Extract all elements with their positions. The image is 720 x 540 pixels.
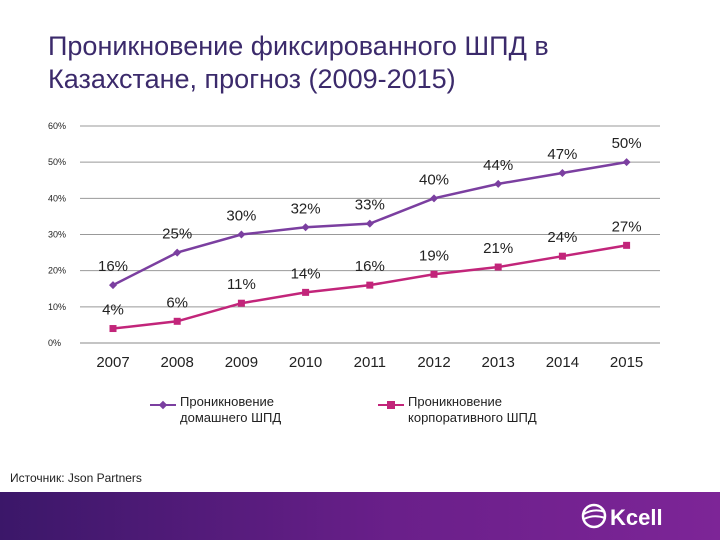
x-axis-ticks: 2007 2008 2009 2010 2011 2012 2013 2014 2015 bbox=[96, 354, 643, 371]
y-tick-label: 0% bbox=[48, 338, 61, 348]
data-point bbox=[365, 219, 374, 228]
y-tick-label: 20% bbox=[48, 266, 66, 276]
y-tick-label: 50% bbox=[48, 157, 66, 167]
data-label: 16% bbox=[355, 258, 385, 275]
data-point bbox=[558, 252, 566, 260]
data-point bbox=[430, 194, 438, 203]
data-label: 50% bbox=[612, 135, 642, 152]
data-point bbox=[109, 325, 117, 333]
data-point bbox=[173, 248, 182, 257]
data-label: 47% bbox=[547, 146, 577, 163]
x-tick-label: 2007 bbox=[96, 354, 129, 371]
y-tick-label: 40% bbox=[48, 193, 66, 203]
data-label: 14% bbox=[291, 265, 321, 282]
data-label: 27% bbox=[612, 218, 642, 235]
data-labels: 16% 25% 30% 32% 33% 40% 44% 47% 50% 4% 6% 11% 14% 16%… bbox=[98, 135, 642, 318]
y-tick-label: 60% bbox=[48, 121, 66, 131]
data-point bbox=[237, 299, 245, 307]
data-point bbox=[301, 223, 310, 232]
data-point bbox=[237, 230, 246, 239]
chart-series bbox=[109, 158, 631, 333]
data-label: 21% bbox=[483, 240, 513, 257]
y-tick-label: 30% bbox=[48, 230, 66, 240]
data-label: 19% bbox=[419, 247, 449, 264]
x-tick-label: 2013 bbox=[482, 354, 515, 371]
y-tick-label: 10% bbox=[48, 302, 66, 312]
data-point bbox=[494, 179, 503, 188]
data-label: 25% bbox=[162, 226, 192, 243]
data-point bbox=[173, 317, 181, 325]
x-tick-label: 2012 bbox=[417, 354, 450, 371]
data-label: 6% bbox=[166, 294, 188, 311]
data-label: 33% bbox=[355, 197, 385, 214]
legend-home-label-line1: Проникновение bbox=[180, 394, 275, 409]
legend-corporate-label-line2: корпоративного ШПД bbox=[408, 410, 537, 425]
line-chart: 0% 10% 20% 30% 40% 50% 60% 2007 2008 2009 2010 201… bbox=[48, 121, 660, 371]
x-tick-label: 2010 bbox=[289, 354, 322, 371]
data-point bbox=[109, 281, 117, 290]
data-label: 32% bbox=[291, 200, 321, 217]
x-tick-label: 2014 bbox=[546, 354, 579, 371]
data-point bbox=[623, 241, 631, 249]
x-tick-label: 2009 bbox=[225, 354, 258, 371]
data-label: 4% bbox=[102, 302, 124, 319]
source-note: Источник: Json Partners bbox=[10, 471, 142, 485]
data-point bbox=[558, 169, 567, 178]
legend-home-marker bbox=[158, 400, 168, 410]
data-point bbox=[366, 281, 374, 289]
legend-corporate-label-line1: Проникновение bbox=[408, 394, 503, 409]
legend-corporate-marker bbox=[387, 401, 395, 409]
data-point bbox=[430, 270, 438, 278]
footer-bar: Kcell bbox=[0, 492, 720, 540]
data-point bbox=[302, 288, 310, 296]
x-tick-label: 2015 bbox=[610, 354, 643, 371]
data-point bbox=[622, 158, 631, 167]
kcell-logo: Kcell bbox=[580, 500, 680, 532]
legend-home-label-line2: домашнего ШПД bbox=[180, 410, 282, 425]
data-label: 44% bbox=[483, 157, 513, 174]
chart-grid bbox=[80, 125, 660, 344]
data-label: 16% bbox=[98, 258, 128, 275]
data-label: 11% bbox=[227, 276, 256, 293]
x-tick-label: 2011 bbox=[354, 354, 386, 371]
kcell-logo-icon bbox=[581, 503, 607, 529]
data-label: 24% bbox=[547, 229, 577, 246]
page-title: Проникновение фиксированного ШПД в Казах… bbox=[48, 31, 549, 94]
data-label: 30% bbox=[226, 208, 256, 225]
kcell-logo-text: Kcell bbox=[610, 505, 663, 530]
data-label: 40% bbox=[419, 171, 449, 188]
x-tick-label: 2008 bbox=[161, 354, 194, 371]
data-point bbox=[494, 263, 502, 271]
y-axis-ticks: 0% 10% 20% 30% 40% 50% 60% bbox=[48, 121, 66, 348]
